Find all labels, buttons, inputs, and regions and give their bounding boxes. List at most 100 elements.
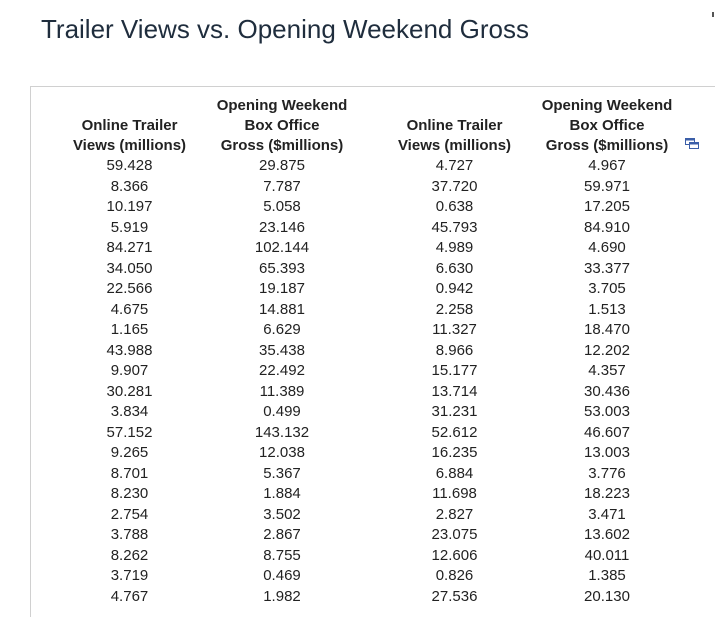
header-line: Gross ($millions) (220, 137, 344, 154)
header-line: Views (millions) (72, 137, 187, 154)
table-cell: 59.971 (584, 177, 630, 195)
table-cell: 2.754 (110, 505, 149, 523)
table-cell: 0.826 (435, 567, 474, 584)
column-4: Opening Weekend Box Office Gross ($milli… (532, 96, 682, 607)
table-cell: 8.230 (110, 485, 149, 502)
table-cell: 6.630 (435, 259, 474, 277)
table-cell: 84.910 (584, 218, 630, 236)
table-cell: 0.638 (435, 198, 474, 215)
column-header: Online Trailer Views (millions) (392, 96, 517, 156)
copy-icon[interactable] (685, 138, 699, 150)
table-cell: 8.262 (110, 546, 149, 564)
column-3: Online Trailer Views (millions) 4.727 37.… (392, 96, 517, 607)
table-cell: 23.146 (259, 218, 305, 236)
table-cell: 4.727 (435, 157, 474, 174)
header-line: Online Trailer (81, 117, 178, 134)
header-line: Box Office (244, 117, 320, 134)
table-cell: 29.875 (259, 157, 305, 174)
table-cell: 0.469 (263, 567, 301, 584)
table-cell: 3.502 (263, 505, 301, 523)
table-cell: 1.884 (263, 485, 301, 502)
table-cell: 15.177 (431, 362, 478, 379)
table-cell: 12.202 (584, 341, 630, 359)
header-line: Gross ($millions) (545, 137, 669, 154)
table-cell: 1.385 (588, 567, 626, 584)
table-cell: 9.265 (110, 444, 149, 461)
table-cell: 22.566 (106, 280, 153, 297)
table-cell: 2.827 (435, 505, 474, 523)
table-cell: 6.629 (263, 321, 301, 338)
table-cell: 1.513 (588, 300, 626, 318)
column-values: 4.727 37.720 0.638 45.793 4.989 6.630 0.942 2.2… (392, 156, 517, 607)
table-cell: 10.197 (106, 198, 153, 215)
header-line: Box Office (569, 117, 645, 134)
column-header: Online Trailer Views (millions) (67, 96, 192, 156)
column-header: Opening Weekend Box Office Gross ($milli… (207, 96, 357, 156)
column-values: 59.428 8.366 10.197 5.919 84.271 34.050 22.566… (67, 156, 192, 607)
header-line: Views (millions) (397, 137, 512, 154)
table-cell: 3.719 (110, 567, 149, 584)
table-cell: 143.132 (254, 423, 310, 441)
table-cell: 2.258 (435, 300, 474, 318)
table-cell: 8.701 (110, 464, 149, 482)
header-line: Opening Weekend (541, 97, 673, 114)
table-cell: 12.606 (431, 546, 478, 564)
table-cell: 84.271 (106, 239, 153, 256)
table-cell: 11.327 (432, 321, 477, 338)
table-cell: 30.436 (584, 382, 630, 400)
table-cell: 27.536 (431, 587, 478, 605)
table-cell: 2.867 (263, 526, 301, 543)
table-cell: 18.470 (584, 321, 630, 338)
table-cell: 5.367 (263, 464, 301, 482)
header-line: Online Trailer (406, 117, 503, 134)
table-cell: 30.281 (106, 382, 153, 400)
column-2: Opening Weekend Box Office Gross ($milli… (207, 96, 357, 607)
column-header: Opening Weekend Box Office Gross ($milli… (532, 96, 682, 156)
table-cell: 11.698 (432, 485, 477, 502)
table-cell: 0.499 (263, 403, 301, 420)
table-cell: 34.050 (106, 259, 153, 277)
table-cell: 12.038 (259, 444, 305, 461)
column-values: 29.875 7.787 5.058 23.146 102.144 65.393 19.18… (207, 156, 357, 607)
table-cell: 14.881 (259, 300, 305, 318)
table-cell: 4.967 (588, 157, 626, 174)
table-cell: 18.223 (584, 485, 630, 502)
table-cell: 8.755 (263, 546, 301, 564)
table-cell: 35.438 (259, 341, 305, 359)
table-cell: 22.492 (259, 362, 305, 379)
table-cell: 45.793 (431, 218, 478, 236)
table-cell: 7.787 (263, 177, 301, 195)
table-cell: 5.058 (263, 198, 301, 215)
data-table-panel: Online Trailer Views (millions) 59.428 8.… (30, 86, 715, 617)
table-cell: 57.152 (106, 423, 153, 441)
table-cell: 3.471 (588, 505, 626, 523)
table-cell: 4.690 (588, 239, 626, 256)
table-cell: 4.675 (110, 300, 149, 318)
column-values: 4.967 59.971 17.205 84.910 4.690 33.377 3.705 1… (532, 156, 682, 607)
table-cell: 1.165 (110, 321, 149, 338)
table-cell: 13.003 (584, 444, 630, 461)
table-cell: 59.428 (106, 157, 153, 174)
table-cell: 102.144 (254, 239, 310, 256)
table-cell: 3.776 (588, 464, 626, 482)
table-cell: 40.011 (584, 546, 630, 564)
table-cell: 4.357 (588, 362, 626, 379)
table-cell: 17.205 (584, 198, 630, 215)
header-line: Opening Weekend (216, 97, 348, 114)
table-cell: 37.720 (431, 177, 478, 195)
table-cell: 9.907 (110, 362, 149, 379)
table-cell: 52.612 (431, 423, 478, 441)
table-cell: 13.714 (431, 382, 478, 400)
table-cell: 8.966 (435, 341, 474, 359)
table-cell: 6.884 (435, 464, 474, 482)
table-cell: 65.393 (259, 259, 305, 277)
table-cell: 31.231 (431, 403, 478, 420)
table-cell: 53.003 (584, 403, 630, 420)
table-cell: 4.989 (435, 239, 474, 256)
table-cell: 1.982 (263, 587, 301, 605)
table-cell: 5.919 (110, 218, 149, 236)
table-cell: 13.602 (584, 526, 630, 543)
table-cell: 20.130 (584, 587, 630, 605)
table-cell: 46.607 (584, 423, 630, 441)
table-cell: 3.834 (110, 403, 149, 420)
